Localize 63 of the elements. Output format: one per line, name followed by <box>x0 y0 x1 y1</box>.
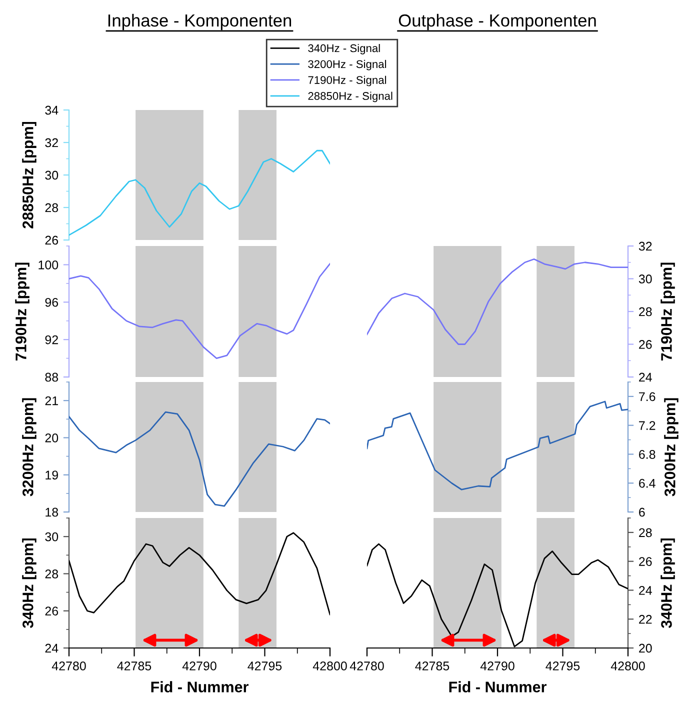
legend-label: 340Hz - Signal <box>308 44 380 54</box>
y-axis-title: 3200Hz [ppm] <box>22 398 36 496</box>
line-series <box>69 263 330 359</box>
x-tick-label: 42785 <box>415 662 450 670</box>
y2-tick-label: 26 <box>639 557 652 566</box>
legend-label: 3200Hz - Signal <box>308 60 386 70</box>
y2-tick-label: 26 <box>639 340 652 349</box>
y2-tick-label: 6 <box>639 508 645 517</box>
y2-tick-label: 7.2 <box>639 421 656 430</box>
y-tick-label: 18 <box>46 508 58 517</box>
line-series <box>367 258 628 345</box>
x-axis-title: Fid - Nummer <box>151 681 248 692</box>
line-series <box>367 400 628 490</box>
y-tick-label: 21 <box>45 396 58 406</box>
y2-tick-label: 24 <box>639 586 652 595</box>
y-tick-label: 30 <box>45 532 58 542</box>
y-tick-label: 24 <box>45 644 58 653</box>
x-tick-label: 42795 <box>248 662 282 670</box>
y-tick-label: 26 <box>45 606 58 616</box>
y-tick-label: 19 <box>46 470 58 480</box>
y-tick-label: 30 <box>45 170 58 180</box>
y2-tick-label: 30 <box>638 274 652 284</box>
y-tick-label: 96 <box>45 298 58 307</box>
y-tick-label: 28 <box>45 570 58 578</box>
y2-tick-label: 28 <box>639 528 652 538</box>
y-tick-label: 26 <box>45 236 58 245</box>
y-tick-label: 32 <box>45 138 58 148</box>
line-series <box>69 411 330 507</box>
x-tick-label: 42800 <box>610 662 645 670</box>
y2-tick-label: 24 <box>639 372 652 382</box>
y-tick-label: 20 <box>45 434 58 442</box>
y-tick-label: 88 <box>45 372 58 382</box>
y-axis-title: 340Hz [ppm] <box>22 538 36 628</box>
y-axis-title: 7190Hz [ppm] <box>15 262 30 361</box>
x-tick-label: 42780 <box>52 662 86 670</box>
chart-title: Inphase - Komponenten <box>108 14 292 30</box>
x-tick-label: 42790 <box>182 662 216 670</box>
x-tick-label: 42795 <box>546 662 580 670</box>
y2-axis-title: 340Hz [ppm] <box>660 538 675 628</box>
line-series <box>69 150 330 236</box>
x-tick-label: 42785 <box>117 662 152 670</box>
y2-tick-label: 28 <box>639 307 652 316</box>
legend-label: 7190Hz - Signal <box>308 76 386 86</box>
y2-tick-label: 7.6 <box>639 392 656 402</box>
x-axis-title: Fid - Nummer <box>449 681 546 692</box>
x-tick-label: 42800 <box>312 662 347 670</box>
y-tick-label: 100 <box>38 260 58 270</box>
y2-tick-label: 22 <box>639 614 652 624</box>
x-tick-label: 42790 <box>480 662 514 670</box>
chart-title: Outphase - Komponenten <box>398 14 596 30</box>
y-tick-label: 34 <box>45 106 58 115</box>
y-tick-label: 92 <box>45 335 58 344</box>
y2-tick-label: 6.8 <box>639 450 656 459</box>
x-tick-label: 42780 <box>350 662 384 670</box>
y2-axis-title: 7190Hz [ppm] <box>660 262 675 361</box>
line-series <box>69 532 330 616</box>
legend-label: 28850Hz - Signal <box>308 92 392 102</box>
y-tick-label: 28 <box>45 203 58 212</box>
y2-axis-title: 3200Hz [ppm] <box>664 398 678 496</box>
y2-tick-label: 32 <box>638 242 652 251</box>
y2-tick-label: 20 <box>639 644 652 653</box>
y-axis-title: 28850Hz [ppm] <box>22 122 36 228</box>
y2-tick-label: 6.4 <box>639 478 656 488</box>
